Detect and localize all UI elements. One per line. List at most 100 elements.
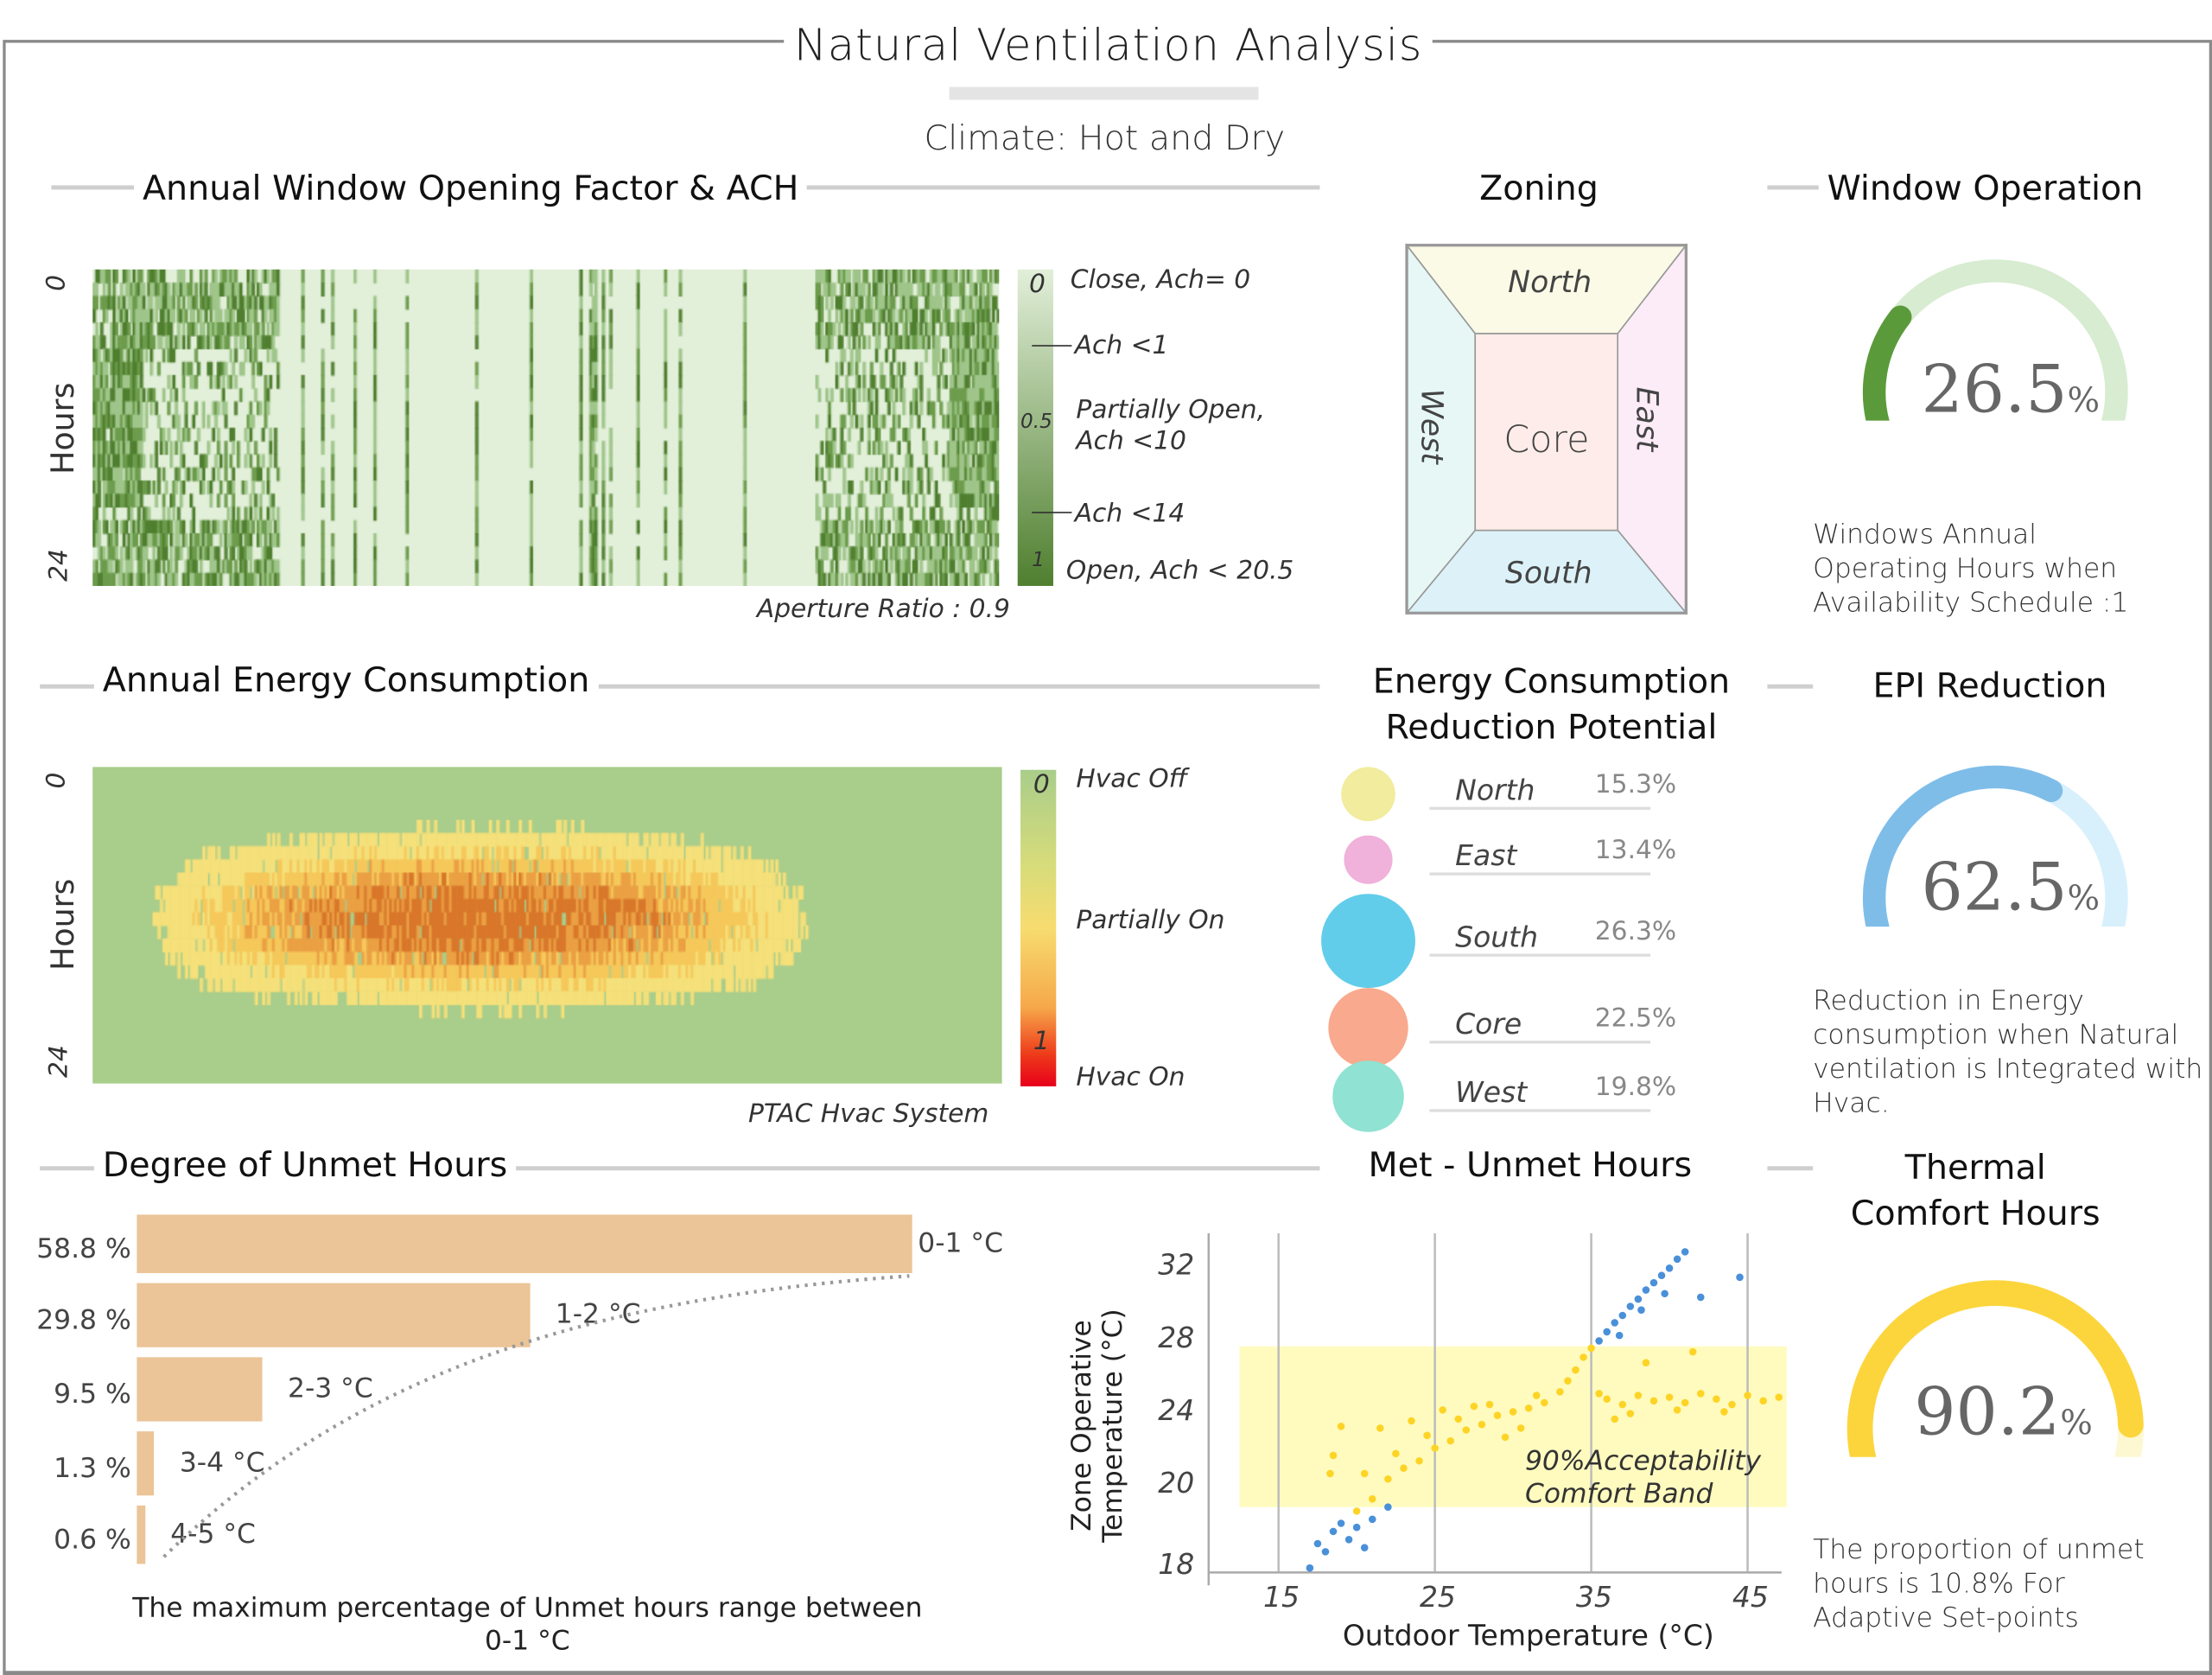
unmet-point (1637, 1306, 1645, 1314)
page-title: Natural Ventilation Analysis (784, 20, 1433, 72)
thermal-comfort-value: 90.2% (1914, 1372, 2093, 1450)
met-point (1446, 1436, 1455, 1445)
y-tick-label: 28 (1158, 1321, 1194, 1354)
row-divider (1429, 1041, 1651, 1044)
energy-heatmap (92, 767, 1002, 1084)
met-point (1524, 1404, 1533, 1412)
x-tick-label: 15 (1263, 1580, 1300, 1614)
colorbar-marker (1032, 345, 1072, 347)
met-point (1713, 1395, 1720, 1404)
met-point (1368, 1494, 1376, 1503)
met-point (1431, 1444, 1439, 1452)
climate-label: Climate: Hot and Dry (924, 118, 1286, 159)
met-point (1775, 1393, 1783, 1401)
met-point (1673, 1406, 1681, 1414)
met-point (1728, 1400, 1736, 1409)
met-point (1696, 1390, 1705, 1398)
met-point (1509, 1408, 1517, 1416)
met-point (1603, 1395, 1611, 1404)
met-point (1516, 1424, 1525, 1432)
unmet-point (1618, 1311, 1627, 1320)
met-point (1580, 1353, 1587, 1361)
unmet-point (1595, 1337, 1603, 1345)
met-point (1493, 1411, 1502, 1419)
window-opening-heatmap (92, 269, 1000, 586)
colorbar (1017, 269, 1053, 586)
met-point (1439, 1406, 1446, 1414)
colorbar-label: Ach <10 (1076, 426, 1186, 456)
zone-percentage: 13.4% (1594, 835, 1677, 866)
met-point (1400, 1464, 1408, 1472)
colorbar-label: Ach <14 (1074, 499, 1185, 529)
gauge-fill (1847, 1280, 2144, 1457)
colorbar-label: Partially Open, (1076, 394, 1266, 425)
y-tick-label: 20 (1158, 1466, 1194, 1500)
colorbar-tick: 0.5 (1020, 411, 1052, 434)
colorbar (1020, 769, 1057, 1086)
section-title-met-unmet: Met - Unmet Hours (1359, 1144, 1700, 1185)
colorbar-label: Open, Ach < 20.5 (1065, 556, 1294, 586)
met-point (1415, 1456, 1423, 1465)
unmet-point (1321, 1548, 1330, 1556)
met-point (1541, 1398, 1548, 1407)
met-point (1470, 1402, 1478, 1411)
met-point (1611, 1415, 1619, 1423)
bar-value-label: 1.3 % (54, 1452, 131, 1484)
met-point (1618, 1400, 1627, 1409)
unmet-point (1736, 1273, 1744, 1282)
met-point (1392, 1449, 1400, 1458)
unmet-point (1360, 1544, 1369, 1551)
zone-percentage: 22.5% (1594, 1003, 1677, 1034)
unmet-point (1611, 1319, 1619, 1327)
zone-name: West (1455, 1074, 1528, 1110)
epi-gauge (1862, 765, 2128, 927)
bar-category-label: 0-1 °C (918, 1226, 1003, 1258)
zone-label-south: South (1504, 556, 1592, 590)
bubble-east (1344, 836, 1393, 884)
comfort-band (1239, 1346, 1787, 1507)
y-tick-label: 18 (1158, 1547, 1194, 1581)
unmet-point (1626, 1302, 1635, 1310)
zone-label-north: North (1508, 264, 1592, 300)
unmet-point (1306, 1564, 1314, 1572)
bubble-core (1328, 987, 1408, 1068)
met-point (1408, 1417, 1415, 1425)
epi-description: Reduction in Energy consumption when Natu… (1813, 984, 2203, 1119)
met-point (1384, 1474, 1392, 1483)
section-title-zoning: Zoning (1471, 168, 1607, 208)
unmet-point (1696, 1293, 1705, 1302)
row-divider (1429, 1109, 1651, 1112)
epi-value: 62.5% (1921, 848, 2101, 926)
bar (137, 1505, 145, 1564)
bar-value-label: 9.5 % (54, 1378, 131, 1410)
unmet-point (1352, 1523, 1361, 1532)
zone-label-core: Core (1503, 418, 1590, 462)
gauge-fill (1862, 305, 1912, 421)
thermal-description: The proportion of unmet hours is 10.8% Fo… (1813, 1533, 2145, 1634)
met-point (1329, 1451, 1338, 1460)
colorbar-tick: 1 (1033, 1026, 1050, 1057)
x-axis-label: Outdoor Temperature (°C) (1342, 1618, 1714, 1653)
met-point (1572, 1366, 1580, 1374)
colorbar-label: Hvac On (1076, 1061, 1185, 1092)
section-title-epi: EPI Reduction (1864, 666, 2116, 706)
met-point (1454, 1415, 1463, 1423)
colorbar-tick: 0 (1033, 769, 1050, 800)
met-point (1462, 1426, 1471, 1434)
unmet-point (1368, 1515, 1376, 1524)
window-operation-value: 26.5% (1921, 350, 2101, 428)
bar (137, 1431, 155, 1496)
colorbar-label: Hvac Off (1076, 764, 1188, 794)
met-point (1681, 1398, 1689, 1407)
unmet-point (1661, 1290, 1669, 1298)
row-divider (1429, 953, 1651, 957)
unmet-point (1665, 1264, 1674, 1272)
met-point (1634, 1392, 1643, 1399)
colorbar-marker (1032, 512, 1072, 513)
bubble-north (1340, 767, 1396, 822)
bubble-west (1332, 1060, 1404, 1132)
colorbar-label: Partially On (1076, 905, 1225, 936)
unmet-point (1344, 1536, 1353, 1544)
